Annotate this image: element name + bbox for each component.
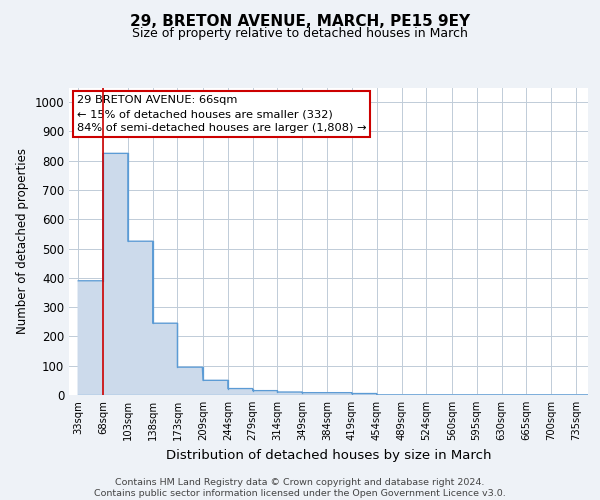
Text: Size of property relative to detached houses in March: Size of property relative to detached ho…	[132, 28, 468, 40]
X-axis label: Distribution of detached houses by size in March: Distribution of detached houses by size …	[166, 448, 491, 462]
Text: Contains HM Land Registry data © Crown copyright and database right 2024.
Contai: Contains HM Land Registry data © Crown c…	[94, 478, 506, 498]
Text: 29, BRETON AVENUE, MARCH, PE15 9EY: 29, BRETON AVENUE, MARCH, PE15 9EY	[130, 14, 470, 29]
Polygon shape	[78, 154, 600, 395]
Text: 29 BRETON AVENUE: 66sqm
← 15% of detached houses are smaller (332)
84% of semi-d: 29 BRETON AVENUE: 66sqm ← 15% of detache…	[77, 95, 366, 133]
Y-axis label: Number of detached properties: Number of detached properties	[16, 148, 29, 334]
